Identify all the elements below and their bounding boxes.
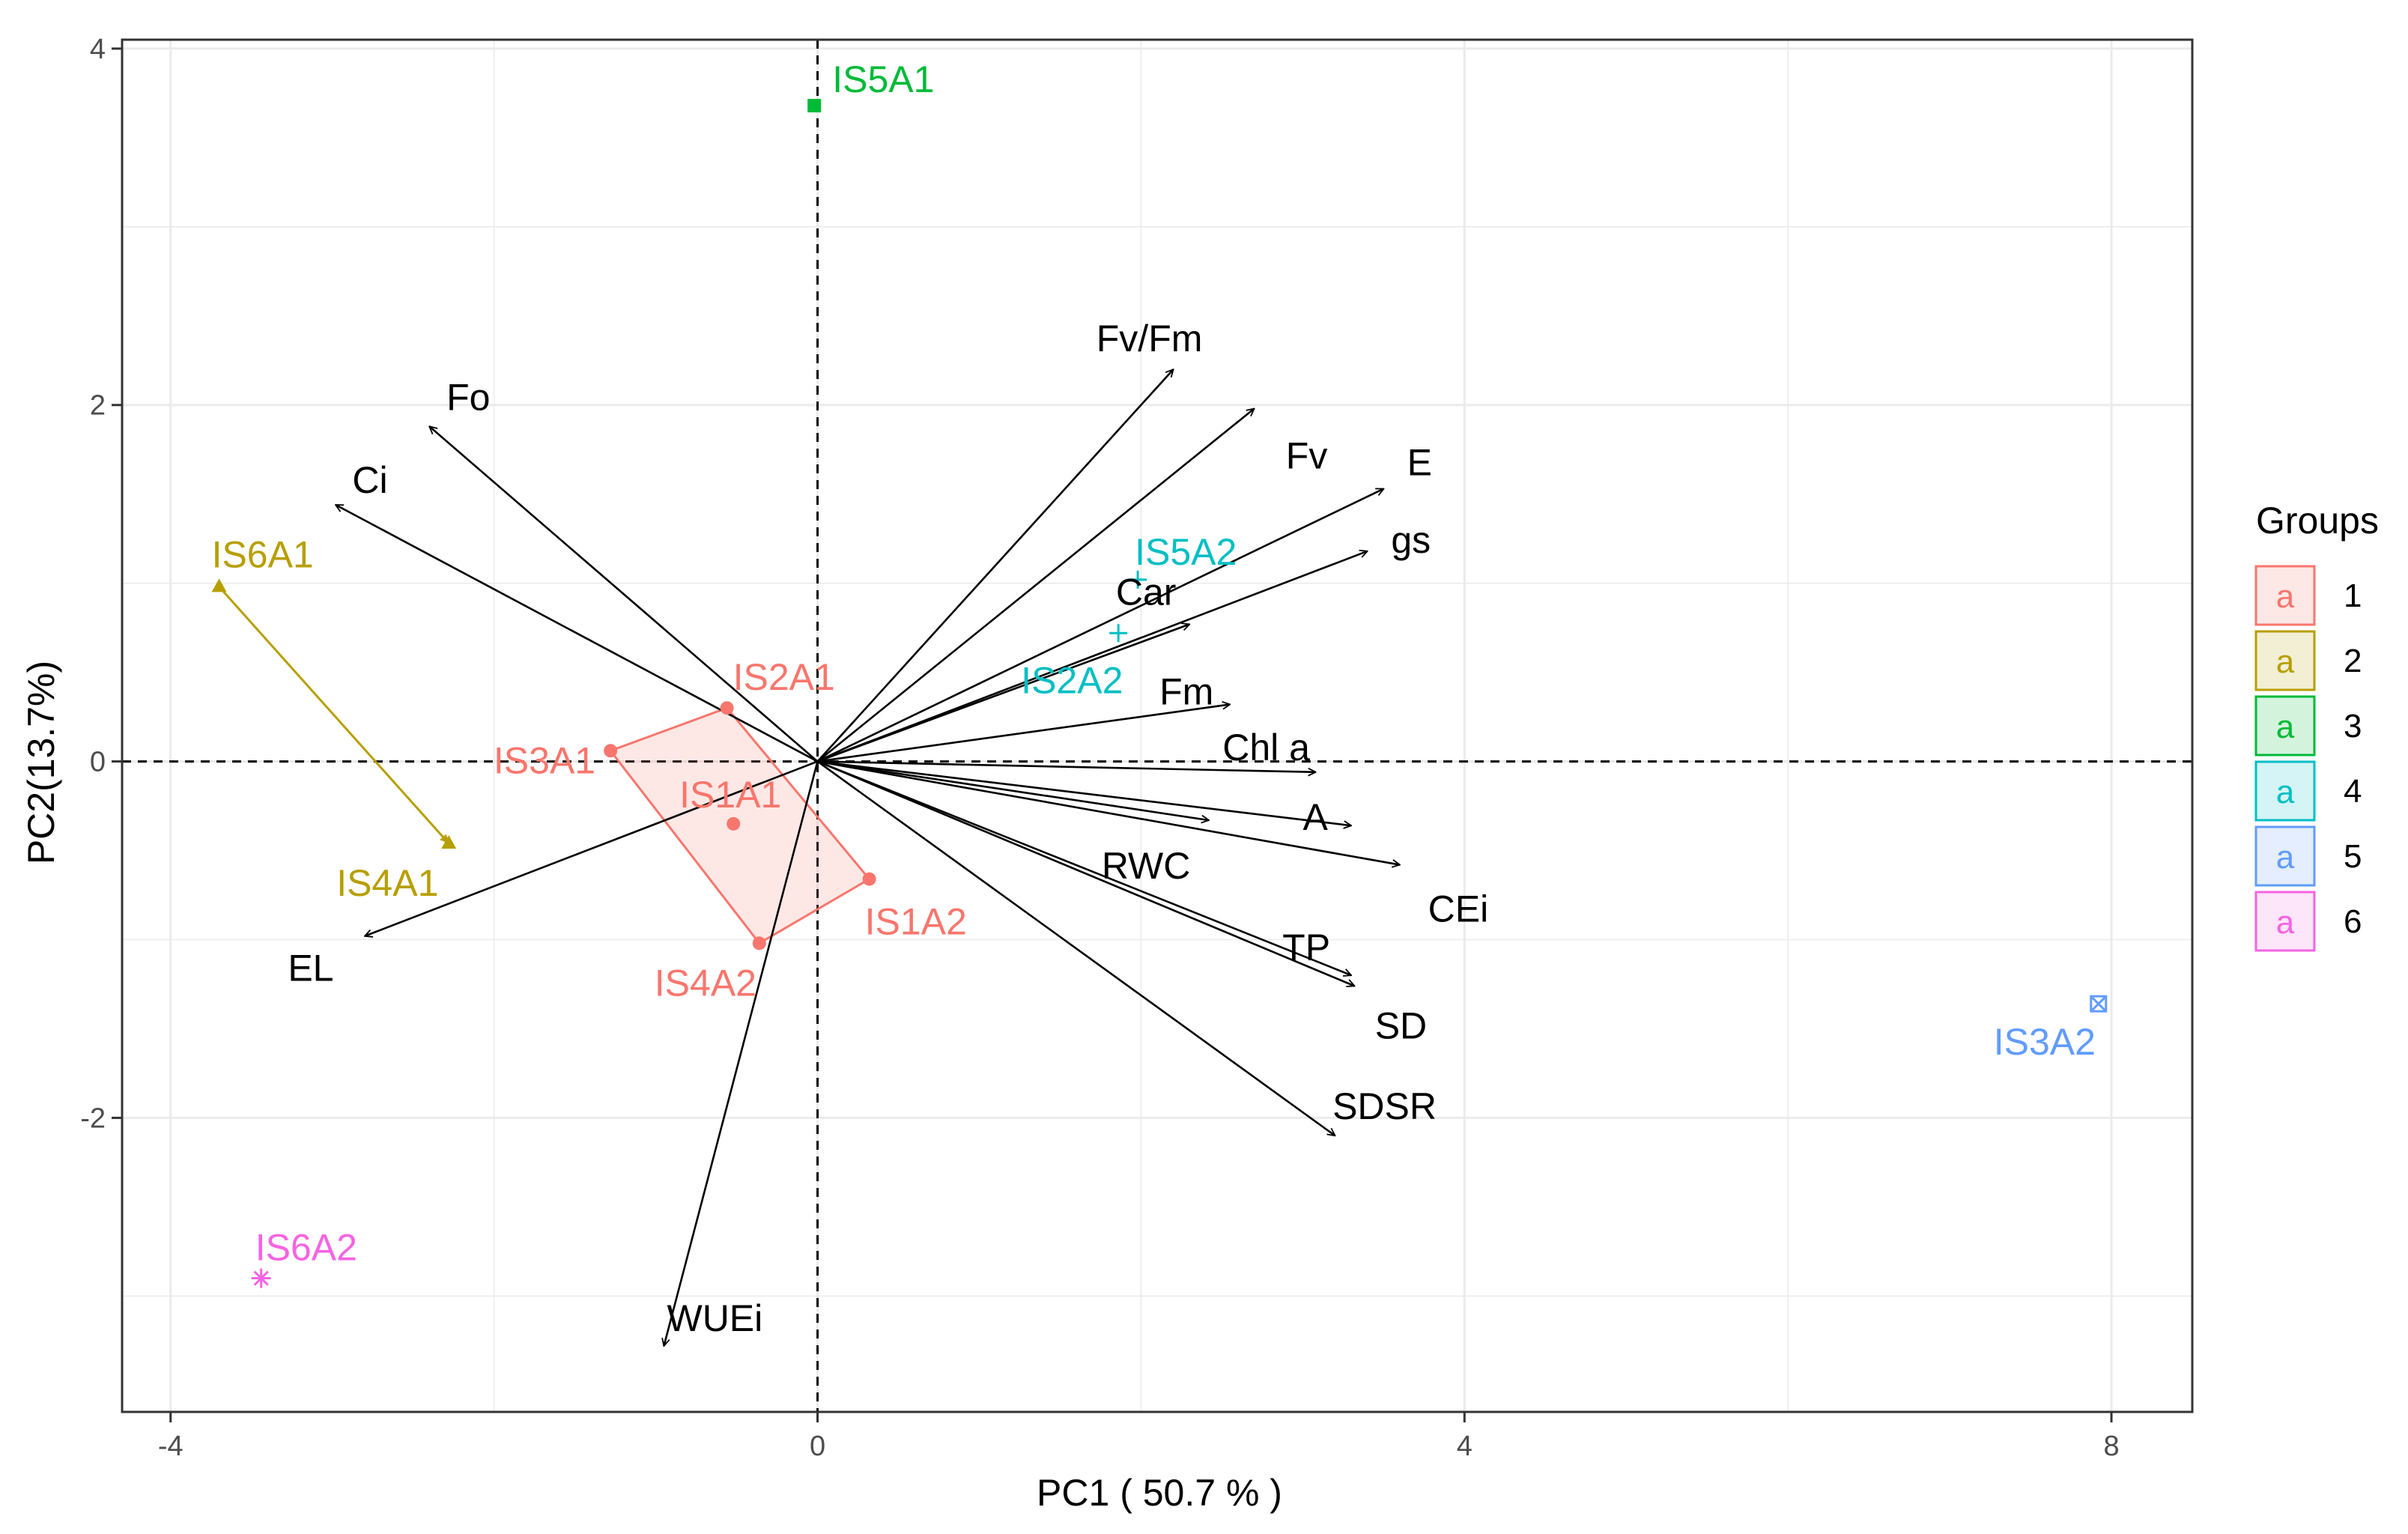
point-is1a2 bbox=[862, 872, 876, 886]
legend-key-glyph: a bbox=[2276, 839, 2295, 876]
variable-arrow-ci bbox=[336, 503, 819, 763]
variable-label-fo: Fo bbox=[446, 376, 490, 418]
variable-label-wuei: WUEi bbox=[667, 1297, 763, 1339]
legend-label-2: 2 bbox=[2344, 643, 2362, 679]
point-labels: IS1A1 IS2A1 IS3A1 IS1A2 IS4A2 IS6A1 IS4A1 IS5A1… bbox=[212, 58, 2096, 1339]
legend-key-3 bbox=[2254, 695, 2316, 757]
label-is3a1: IS3A1 bbox=[494, 739, 595, 781]
point-is4a2 bbox=[752, 936, 766, 951]
legend-label-1: 1 bbox=[2344, 577, 2362, 614]
legend: Groups a 1 a 2 a 3 a 4 a 5 a 6 bbox=[2254, 500, 2379, 952]
label-is6a2: IS6A2 bbox=[255, 1227, 357, 1269]
variable-arrow-sd bbox=[817, 760, 1355, 986]
label-is5a1: IS5A1 bbox=[832, 58, 934, 100]
label-is1a1: IS1A1 bbox=[679, 774, 781, 816]
variable-arrow-fm bbox=[817, 704, 1231, 763]
point-is6a2 bbox=[251, 1268, 271, 1288]
point-is4a1 bbox=[441, 835, 457, 849]
variable-arrow-gs bbox=[817, 551, 1368, 763]
variable-arrows bbox=[336, 369, 1400, 1346]
label-is6a1: IS6A1 bbox=[212, 533, 314, 575]
variable-label-fm: Fm bbox=[1159, 670, 1213, 712]
panel-border bbox=[121, 38, 2194, 1413]
variable-arrow-a bbox=[817, 760, 1352, 826]
point-is3a1 bbox=[604, 744, 618, 758]
x-tick-label: -4 bbox=[158, 1431, 184, 1462]
legend-label-4: 4 bbox=[2344, 773, 2362, 810]
variable-label-sdsr: SDSR bbox=[1332, 1085, 1437, 1127]
legend-key-6 bbox=[2254, 891, 2316, 952]
x-axis-title: PC1 ( 50.7 % ) bbox=[1037, 1472, 1282, 1514]
variable-arrow-el bbox=[365, 760, 818, 936]
point-is1a1 bbox=[727, 816, 741, 831]
legend-key-glyph: a bbox=[2276, 709, 2295, 745]
legend-key-glyph: a bbox=[2276, 643, 2295, 680]
variable-arrow-fv-fm bbox=[816, 369, 1174, 763]
variable-label-sd: SD bbox=[1375, 1004, 1427, 1046]
y-tick-label: 4 bbox=[90, 34, 106, 65]
x-tick-label: 8 bbox=[2103, 1431, 2119, 1462]
point-is2a2 bbox=[1109, 624, 1128, 643]
gridlines bbox=[122, 40, 2192, 1412]
legend-title: Groups bbox=[2256, 500, 2379, 542]
point-is5a2 bbox=[1129, 570, 1147, 589]
legend-label-3: 3 bbox=[2344, 708, 2362, 745]
point-is2a1 bbox=[720, 701, 734, 715]
variable-label-tp: TP bbox=[1282, 927, 1330, 968]
legend-label-6: 6 bbox=[2344, 903, 2362, 940]
legend-key-glyph: a bbox=[2276, 774, 2295, 810]
variable-label-el: EL bbox=[288, 948, 333, 989]
point-is6a1 bbox=[211, 578, 227, 592]
variable-label-e: E bbox=[1407, 442, 1432, 484]
variable-label-car: Car bbox=[1116, 571, 1177, 613]
legend-key-1 bbox=[2254, 565, 2316, 626]
variable-label-a: A bbox=[1302, 796, 1328, 838]
y-axis-title: PC2(13.7%) bbox=[20, 661, 62, 864]
individual-points bbox=[211, 99, 2108, 1288]
label-is4a1: IS4A1 bbox=[336, 862, 438, 904]
variable-arrow-wuei bbox=[664, 761, 819, 1346]
variable-arrow-fo bbox=[429, 426, 819, 763]
variable-label-fv-fm: Fv/Fm bbox=[1097, 318, 1203, 360]
x-tick-label: 4 bbox=[1457, 1431, 1473, 1462]
variable-arrow-car bbox=[817, 624, 1190, 763]
variable-arrow-cei bbox=[817, 760, 1400, 865]
variable-arrow-rwc bbox=[817, 760, 1210, 821]
label-is2a1: IS2A1 bbox=[733, 656, 835, 698]
variable-label-rwc: RWC bbox=[1102, 845, 1191, 887]
axis-ticks: -4 0 4 8 -2 0 2 4 bbox=[80, 34, 2119, 1462]
variable-label-chl-a: Chl a bbox=[1222, 727, 1310, 768]
legend-key-glyph: a bbox=[2276, 578, 2295, 615]
variable-arrow-sdsr bbox=[816, 760, 1335, 1136]
point-is3a2 bbox=[2090, 995, 2108, 1013]
legend-key-4 bbox=[2254, 760, 2316, 822]
variable-label-cei: CEi bbox=[1428, 888, 1489, 930]
label-is2a2: IS2A2 bbox=[1021, 659, 1123, 701]
y-tick-label: -2 bbox=[80, 1103, 106, 1134]
x-tick-label: 0 bbox=[810, 1431, 825, 1462]
group-2-connector bbox=[218, 586, 450, 845]
point-is5a1 bbox=[807, 99, 822, 113]
legend-key-5 bbox=[2254, 825, 2316, 887]
variable-arrow-chl-a bbox=[817, 760, 1316, 772]
legend-key-glyph: a bbox=[2276, 904, 2295, 941]
label-is4a2: IS4A2 bbox=[655, 962, 756, 1004]
label-is3a2: IS3A2 bbox=[1994, 1021, 2096, 1063]
y-tick-label: 0 bbox=[90, 747, 106, 778]
label-is1a2: IS1A2 bbox=[865, 901, 967, 943]
label-is5a2: IS5A2 bbox=[1135, 531, 1237, 573]
variable-arrow-tp bbox=[817, 760, 1352, 976]
variable-label-fv: Fv bbox=[1286, 434, 1328, 476]
zero-reference-lines bbox=[122, 40, 2192, 1412]
variable-arrow-e bbox=[816, 488, 1384, 763]
legend-label-5: 5 bbox=[2344, 838, 2362, 875]
variable-label-ci: Ci bbox=[352, 459, 387, 501]
variable-arrow-fv bbox=[816, 408, 1255, 763]
variable-label-gs: gs bbox=[1391, 519, 1431, 561]
y-tick-label: 2 bbox=[90, 390, 106, 422]
legend-key-2 bbox=[2254, 630, 2316, 691]
